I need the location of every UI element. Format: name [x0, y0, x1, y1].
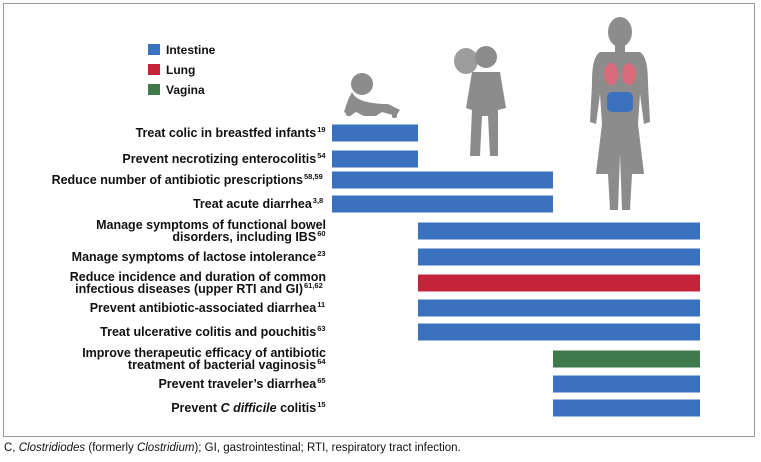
- bar-label-9-line-1: treatment of bacterial vaginosis: [128, 358, 316, 372]
- bar-ref-8: 63: [317, 324, 325, 333]
- bar-ref-0: 19: [317, 125, 325, 134]
- bar-ref-5: 23: [317, 249, 325, 258]
- bar-7: [418, 299, 700, 317]
- bar-ref-9: 64: [317, 357, 326, 366]
- bar-11: [553, 399, 700, 417]
- bar-2: [332, 171, 553, 189]
- bar-ref-1: 54: [317, 151, 326, 160]
- lungs-icon: [604, 63, 636, 85]
- bar-ref-11: 15: [317, 400, 325, 409]
- figure-frame: Intestine Lung Vagina Treat colic in bre…: [3, 3, 755, 437]
- bar-6: [418, 274, 700, 292]
- bar-label-7-line-0: Prevent antibiotic-associated diarrhea: [90, 301, 318, 315]
- adult-silhouette-icon: [590, 17, 650, 210]
- bar-10: [553, 375, 700, 393]
- bar-ref-3: 3,8: [313, 196, 323, 205]
- bar-label-10-line-0: Prevent traveler’s diarrhea: [158, 377, 317, 391]
- bar-ref-10: 65: [317, 376, 325, 385]
- bar-label-6-line-0: Reduce incidence and duration of common: [70, 270, 326, 284]
- legend-swatch-intestine: [148, 44, 160, 55]
- bar-labels: Treat colic in breastfed infants 19 Preven…: [52, 125, 327, 415]
- legend-label-intestine: Intestine: [166, 43, 216, 57]
- bar-3: [332, 195, 553, 213]
- bar-5: [418, 248, 700, 266]
- chart: Intestine Lung Vagina Treat colic in bre…: [52, 17, 700, 417]
- bar-ref-7: 11: [317, 300, 325, 309]
- bar-label-5-line-0: Manage symptoms of lactose intolerance: [72, 250, 317, 264]
- legend-swatch-lung: [148, 64, 160, 75]
- legend: Intestine Lung Vagina: [148, 43, 216, 97]
- child-silhouette-icon: [454, 46, 506, 156]
- legend-label-vagina: Vagina: [166, 83, 205, 97]
- bar-9: [553, 350, 700, 368]
- caption-mid: (formerly: [85, 442, 137, 454]
- figure-caption: C, Clostridiodes (formerly Clostridium);…: [4, 442, 461, 454]
- bar-label-6-line-1: infectious diseases (upper RTI and GI): [75, 282, 303, 296]
- bar-label-11-line-0: Prevent C difficile colitis: [171, 401, 316, 415]
- bar-label-3-line-0: Treat acute diarrhea: [193, 197, 313, 211]
- bar-label-4-line-0: Manage symptoms of functional bowel: [96, 218, 326, 232]
- legend-label-lung: Lung: [166, 63, 195, 77]
- infant-silhouette-icon: [344, 73, 400, 118]
- bar-label-4-line-1: disorders, including IBS: [172, 230, 316, 244]
- bar-ref-6: 61,62: [304, 281, 323, 290]
- bar-label-9-line-0: Improve therapeutic efficacy of antibiot…: [82, 346, 326, 360]
- bar-4: [418, 222, 700, 240]
- caption-tail: ); GI, gastrointestinal; RTI, respirator…: [194, 442, 461, 454]
- bar-label-2-line-0: Reduce number of antibiotic prescription…: [52, 173, 303, 187]
- bars: [332, 124, 700, 417]
- intestine-icon: [607, 92, 633, 112]
- bar-8: [418, 323, 700, 341]
- caption-italic-1: Clostridiodes: [18, 442, 86, 454]
- bar-ref-4: 60: [317, 229, 325, 238]
- bar-1: [332, 150, 418, 168]
- bar-label-8-line-0: Treat ulcerative colitis and pouchitis: [100, 325, 316, 339]
- legend-swatch-vagina: [148, 84, 160, 95]
- bar-label-0-line-0: Treat colic in breastfed infants: [136, 126, 317, 140]
- bar-0: [332, 124, 418, 142]
- caption-italic-2: Clostridium: [136, 442, 195, 454]
- life-stage-silhouettes: [344, 17, 650, 210]
- bar-ref-2: 58,59: [304, 172, 323, 181]
- bar-label-1-line-0: Prevent necrotizing enterocolitis: [122, 152, 316, 166]
- caption-lead: C,: [4, 442, 19, 454]
